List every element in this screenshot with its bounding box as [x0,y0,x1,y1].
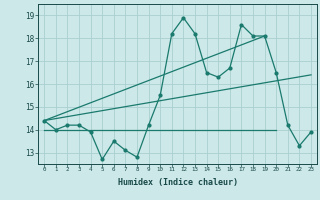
X-axis label: Humidex (Indice chaleur): Humidex (Indice chaleur) [118,178,238,187]
